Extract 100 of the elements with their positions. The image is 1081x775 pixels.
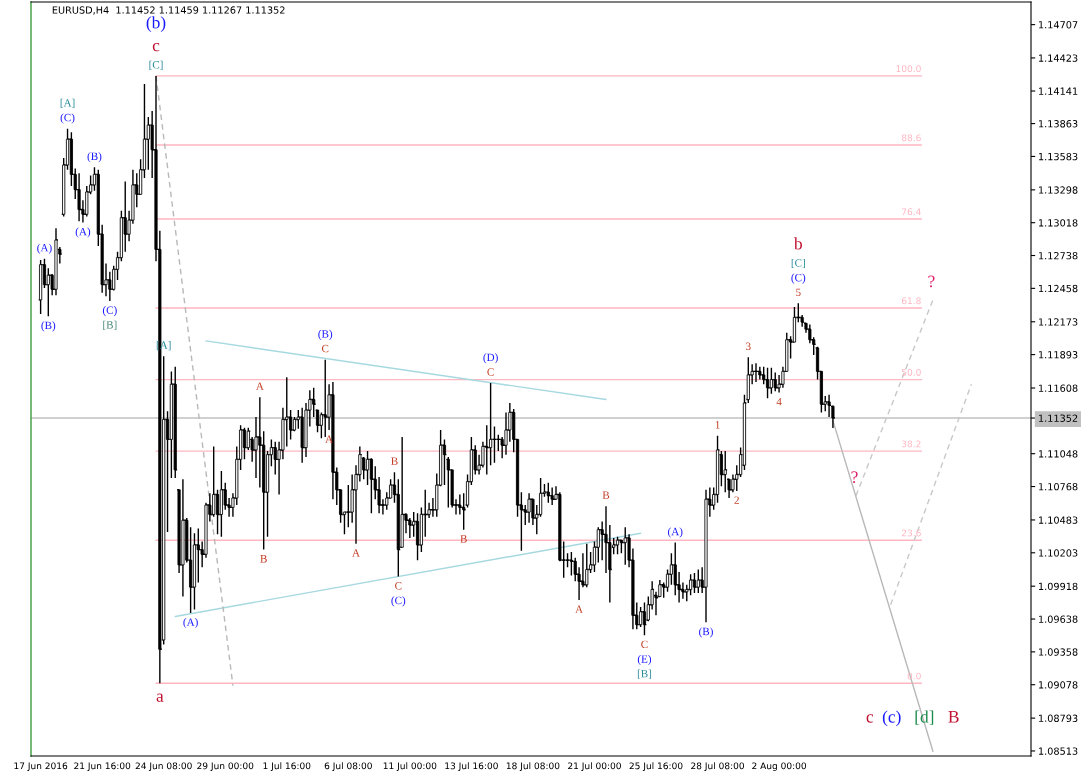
- y-tick-label: 1.11608: [1039, 384, 1078, 392]
- candlestick: [319, 411, 323, 439]
- y-tick-label: 1.09638: [1039, 615, 1078, 623]
- candlestick: [69, 131, 73, 187]
- y-tick-label: 1.10483: [1039, 516, 1078, 524]
- annotation: A: [255, 382, 264, 390]
- annotation: (A): [75, 227, 91, 238]
- candlestick: [300, 407, 304, 464]
- annotation: B: [602, 491, 610, 499]
- candlestick: [196, 527, 200, 584]
- candlestick: [484, 424, 490, 476]
- candlestick: [550, 486, 554, 506]
- annotation: (C): [791, 273, 806, 284]
- annotation: (A): [668, 527, 683, 538]
- y-tick-label: 1.14707: [1039, 21, 1078, 29]
- annotation: a: [156, 693, 164, 702]
- candlestick: [758, 365, 762, 381]
- series-label: 0.0: [907, 672, 921, 680]
- x-tick-label: 17 Jun 2016: [14, 762, 68, 771]
- annotation: 5: [796, 288, 801, 297]
- candlestick: [539, 477, 543, 518]
- x-tick-label: 25 Jul 16:00: [629, 762, 683, 771]
- candlestick: [639, 606, 643, 628]
- y-tick-label: 1.13583: [1039, 152, 1078, 161]
- annotation: (c): [882, 710, 901, 727]
- candlestick: [312, 387, 316, 418]
- candlestick: [623, 526, 627, 566]
- annotation: 3: [746, 342, 751, 350]
- candlestick: [696, 568, 700, 594]
- annotation: (B): [41, 321, 56, 332]
- annotation: (B): [699, 627, 713, 638]
- candlestick: [704, 489, 708, 624]
- series-label: 50.0: [901, 368, 921, 376]
- candlestick: [723, 450, 727, 493]
- y-tick-label: 1.12173: [1039, 318, 1078, 326]
- y-tick-label: 1.12738: [1039, 252, 1078, 260]
- candlestick: [219, 470, 223, 538]
- candlestick: [546, 482, 550, 504]
- series-label: 88.6: [901, 134, 921, 142]
- candlestick: [173, 365, 177, 479]
- candlestick: [461, 492, 467, 531]
- annotation: (A): [183, 618, 198, 629]
- annotation: B: [460, 535, 467, 543]
- annotation: 4: [776, 397, 782, 406]
- annotation: (E): [637, 654, 652, 666]
- y-tick-label: 1.14141: [1039, 87, 1078, 95]
- annotation: A: [575, 605, 584, 613]
- x-tick-label: 21 Jul 00:00: [568, 762, 621, 771]
- series-label: 61.8: [901, 297, 921, 305]
- y-tick-label: 1.11352: [1039, 414, 1078, 422]
- x-tick-label: 2 Aug 00:00: [752, 762, 807, 771]
- y-tick-label: 1.08793: [1039, 714, 1078, 722]
- candlestick: [827, 394, 831, 418]
- series-label: 23.6: [901, 529, 921, 537]
- annotation: [B]: [637, 669, 652, 679]
- x-tick-label: 28 Jul 08:00: [691, 762, 745, 771]
- y-tick-label: 1.10203: [1039, 549, 1078, 557]
- x-tick-label: 1 Jul 16:00: [263, 762, 311, 771]
- candlestick: [489, 382, 493, 466]
- annotation: c: [152, 42, 160, 52]
- annotation: ?: [928, 275, 935, 288]
- candlestick: [400, 436, 404, 548]
- annotation: C: [395, 582, 402, 590]
- y-tick-label: 1.13863: [1039, 120, 1078, 128]
- candlestick: [181, 478, 185, 598]
- annotation: (C): [60, 113, 75, 124]
- y-tick-label: 1.08513: [1039, 747, 1078, 755]
- annotation: B: [260, 555, 267, 563]
- candlestick: [146, 116, 150, 171]
- annotation: (B): [87, 152, 102, 163]
- annotation: C: [487, 368, 494, 376]
- chart-title: EURUSD,H4 1.11452 1.11459 1.11267 1.11352: [52, 6, 285, 15]
- annotation: (b): [146, 16, 166, 32]
- y-tick-label: 1.13298: [1039, 186, 1078, 194]
- annotation: ?: [851, 471, 858, 484]
- y-tick-label: 1.09918: [1039, 582, 1078, 591]
- annotation: (C): [391, 596, 406, 607]
- annotation: b: [793, 237, 802, 250]
- annotation: A: [352, 549, 360, 557]
- annotation: B: [391, 457, 398, 465]
- annotation: [A]: [60, 98, 75, 109]
- y-tick-label: 1.13018: [1039, 219, 1078, 227]
- candlestick: [362, 456, 366, 480]
- series-label: 76.4: [902, 208, 921, 216]
- annotation: 1: [715, 421, 720, 429]
- candlestick: [169, 370, 173, 479]
- annotation: c: [866, 714, 874, 723]
- candlestick: [769, 367, 773, 395]
- candlestick: [315, 409, 320, 434]
- candlestick: [289, 409, 293, 441]
- x-tick-label: 6 Jul 08:00: [324, 762, 372, 771]
- y-tick-label: 1.11048: [1039, 450, 1078, 458]
- annotation: [C]: [791, 258, 805, 269]
- x-tick-label: 11 Jul 00:00: [383, 762, 437, 771]
- x-tick-label: 29 Jun 00:00: [197, 762, 254, 771]
- annotation: B: [948, 711, 959, 723]
- candlestick: [54, 227, 58, 296]
- annotation: (B): [318, 329, 333, 340]
- candlestick: [585, 543, 589, 588]
- annotation: C: [641, 640, 648, 649]
